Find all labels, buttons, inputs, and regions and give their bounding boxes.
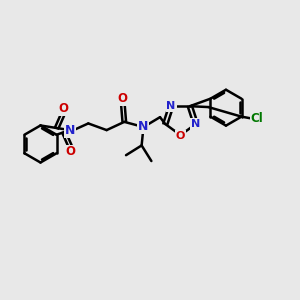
Text: N: N <box>167 101 176 111</box>
Text: O: O <box>66 146 76 158</box>
Text: N: N <box>191 119 200 129</box>
Text: O: O <box>58 102 69 115</box>
Text: N: N <box>65 124 75 136</box>
Text: O: O <box>118 92 128 105</box>
Text: N: N <box>138 120 148 134</box>
Text: Cl: Cl <box>251 112 263 125</box>
Text: O: O <box>176 131 185 141</box>
